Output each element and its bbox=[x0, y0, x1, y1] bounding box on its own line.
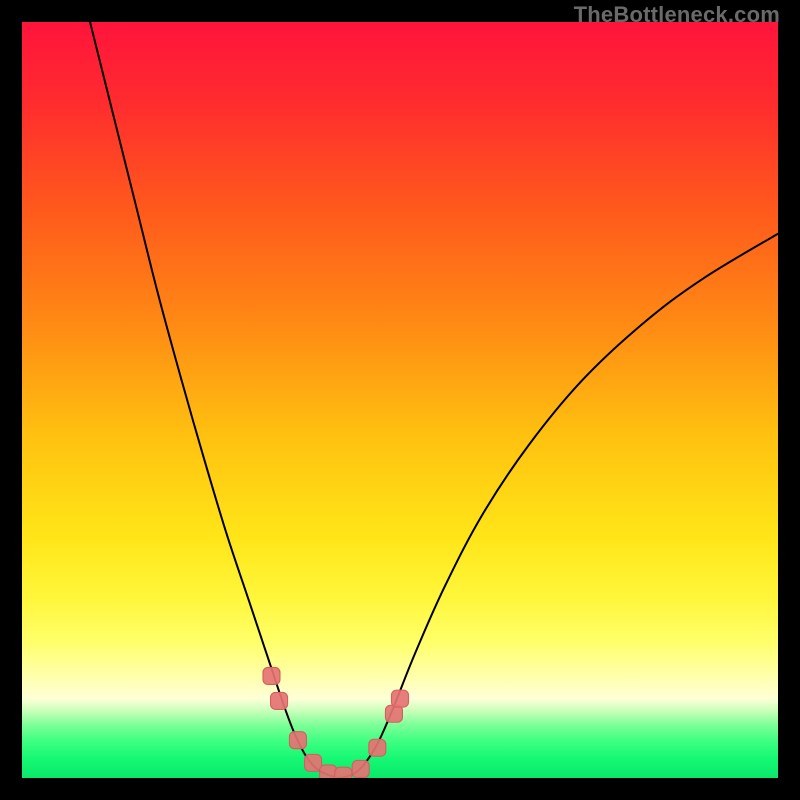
plot-area bbox=[22, 22, 778, 778]
marker-point bbox=[335, 767, 352, 778]
marker-point bbox=[289, 732, 306, 749]
marker-point bbox=[369, 739, 386, 756]
marker-point bbox=[320, 765, 337, 778]
markers-layer bbox=[22, 22, 778, 778]
marker-point bbox=[352, 760, 369, 777]
chart-root: TheBottleneck.com bbox=[0, 0, 800, 800]
marker-point bbox=[271, 692, 288, 709]
watermark-text: TheBottleneck.com bbox=[574, 2, 780, 28]
marker-point bbox=[263, 667, 280, 684]
marker-point bbox=[385, 705, 402, 722]
marker-point bbox=[392, 690, 409, 707]
marker-point bbox=[305, 754, 322, 771]
